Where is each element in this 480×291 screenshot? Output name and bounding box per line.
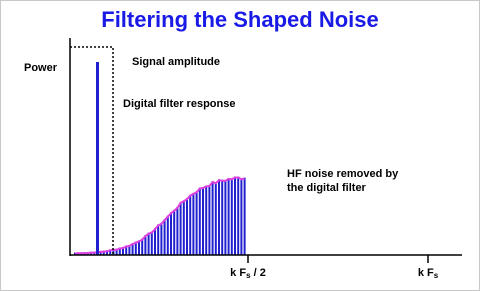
noise-bar bbox=[224, 179, 227, 255]
noise-bar bbox=[230, 178, 233, 255]
noise-bar bbox=[147, 232, 150, 255]
filter-response bbox=[70, 46, 114, 255]
noise-bar bbox=[160, 222, 163, 255]
noise-bar bbox=[186, 198, 188, 255]
noise-bar bbox=[125, 245, 128, 255]
noise-bar bbox=[240, 178, 243, 255]
x-label-sub: s bbox=[246, 271, 251, 280]
noise-bar bbox=[173, 209, 176, 255]
noise-bar bbox=[99, 250, 102, 255]
noise-bar bbox=[141, 238, 144, 255]
noise-bar bbox=[154, 228, 156, 255]
noise-bar bbox=[227, 178, 230, 255]
annotation: Signal amplitude bbox=[132, 56, 220, 68]
noise-bar bbox=[157, 224, 160, 255]
noise-bar bbox=[170, 212, 172, 255]
title: Filtering the Shaped Noise bbox=[101, 7, 378, 32]
x-label-sub: s bbox=[434, 271, 439, 280]
noise-bar bbox=[134, 241, 137, 255]
noise-bar bbox=[118, 247, 121, 255]
noise-bar bbox=[163, 219, 166, 255]
noise-bar bbox=[221, 179, 224, 255]
noise-bar bbox=[74, 252, 76, 255]
noise-bar bbox=[138, 240, 140, 255]
noise-bar bbox=[176, 206, 179, 255]
noise-bar bbox=[218, 179, 220, 255]
x-label-main: k F bbox=[230, 267, 246, 279]
noise-bar bbox=[198, 187, 201, 255]
noise-bar bbox=[112, 248, 115, 255]
noise-bar bbox=[243, 177, 246, 255]
annotation: HF noise removed by bbox=[287, 168, 399, 180]
annotation: Digital filter response bbox=[123, 98, 235, 110]
noise-bar bbox=[182, 200, 185, 255]
noise-bar bbox=[234, 176, 236, 255]
noise-bar bbox=[211, 181, 214, 255]
noise-bar bbox=[195, 191, 198, 255]
noise-bar bbox=[179, 201, 182, 255]
noise-bar bbox=[150, 231, 153, 255]
noise-bar bbox=[131, 243, 134, 255]
noise-bar bbox=[166, 215, 169, 255]
x-label: k Fs / 2 bbox=[230, 267, 266, 280]
noise-bar bbox=[208, 185, 211, 255]
noise-envelope bbox=[74, 176, 245, 255]
noise-bar bbox=[189, 194, 192, 255]
noise-bar bbox=[109, 249, 112, 255]
noise-bar bbox=[115, 248, 118, 255]
x-label: k Fs bbox=[418, 267, 439, 280]
x-label-main: k F bbox=[418, 267, 434, 279]
x-label-rest: / 2 bbox=[251, 267, 266, 279]
noise-bar bbox=[144, 235, 147, 255]
signal-spike bbox=[96, 62, 99, 255]
noise-bar bbox=[202, 187, 204, 255]
noise-bar bbox=[192, 192, 195, 255]
noise-bars bbox=[74, 176, 246, 255]
noise-bar bbox=[122, 247, 124, 255]
y-axis-label: Power bbox=[24, 62, 58, 74]
noise-bar bbox=[102, 250, 105, 255]
noise-bar bbox=[205, 185, 208, 255]
noise-bar bbox=[214, 182, 217, 255]
noise-bar bbox=[106, 250, 108, 255]
annotation: the digital filter bbox=[287, 182, 367, 194]
noise-bar bbox=[237, 176, 240, 255]
noise-bar bbox=[128, 244, 131, 255]
